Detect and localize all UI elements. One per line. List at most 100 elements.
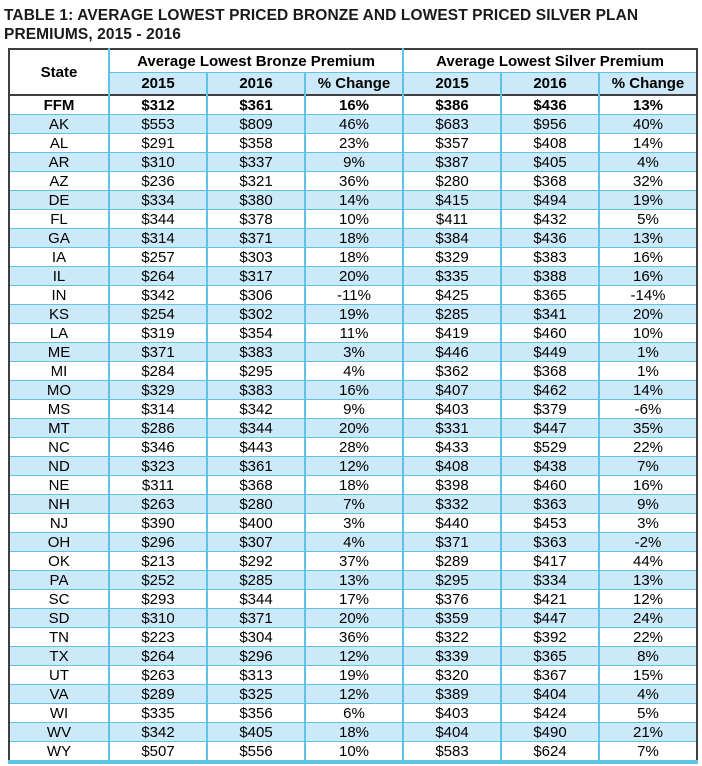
state-cell: NE	[9, 475, 109, 495]
table-row: WV $342 $405 18% $404 $490 21%	[9, 722, 698, 742]
value-cell: $342	[108, 722, 207, 742]
value-cell: $421	[500, 589, 600, 609]
value-cell: $383	[500, 247, 600, 267]
value-cell: $321	[206, 171, 305, 191]
table-row: TN $223 $304 36% $322 $392 22%	[9, 627, 698, 647]
value-cell: 6%	[303, 703, 404, 723]
value-cell: 22%	[598, 627, 698, 647]
value-cell: $436	[500, 228, 600, 248]
value-cell: $384	[402, 228, 502, 248]
value-cell: 16%	[598, 247, 698, 267]
value-cell: $307	[206, 532, 305, 552]
value-cell: $317	[206, 266, 305, 286]
value-cell: -2%	[598, 532, 698, 552]
value-cell: $344	[206, 418, 305, 438]
value-cell: 14%	[598, 133, 698, 153]
state-cell: SD	[9, 608, 109, 628]
value-cell: $334	[500, 570, 600, 590]
table-row: IA $257 $303 18% $329 $383 16%	[9, 247, 698, 267]
value-cell: 36%	[303, 627, 404, 647]
value-cell: 12%	[598, 589, 698, 609]
state-cell: MI	[9, 361, 109, 381]
group-header-row: State Average Lowest Bronze Premium Aver…	[9, 49, 698, 95]
state-cell: GA	[9, 228, 109, 248]
value-cell: 18%	[303, 247, 404, 267]
premiums-table: State Average Lowest Bronze Premium Aver…	[8, 48, 699, 764]
value-cell: $371	[402, 532, 502, 552]
state-cell: MS	[9, 399, 109, 419]
value-cell: 9%	[303, 399, 404, 419]
value-cell: 7%	[598, 456, 698, 476]
value-cell: 13%	[598, 228, 698, 248]
value-cell: $344	[206, 589, 305, 609]
table-header: State Average Lowest Bronze Premium Aver…	[9, 49, 698, 95]
value-cell: $286	[108, 418, 207, 438]
value-cell: 4%	[303, 532, 404, 552]
value-cell: $367	[500, 665, 600, 685]
value-cell: $342	[108, 285, 207, 305]
table-row: AR $310 $337 9% $387 $405 4%	[9, 152, 698, 172]
group-header-bronze: Average Lowest Bronze Premium	[107, 49, 404, 73]
value-cell: 16%	[598, 475, 698, 495]
value-cell: 17%	[303, 589, 404, 609]
value-cell: $332	[402, 494, 502, 514]
value-cell: 5%	[598, 703, 698, 723]
value-cell: $344	[108, 209, 207, 229]
value-cell: 35%	[598, 418, 698, 438]
value-cell: 12%	[303, 684, 404, 704]
value-cell: $263	[108, 494, 207, 514]
value-cell: $365	[500, 285, 600, 305]
value-cell: 7%	[303, 494, 404, 514]
state-cell: OH	[9, 532, 109, 552]
value-cell: $379	[500, 399, 600, 419]
value-cell: 24%	[598, 608, 698, 628]
table-row: OH $296 $307 4% $371 $363 -2%	[9, 532, 698, 552]
value-cell: $342	[206, 399, 305, 419]
state-cell: LA	[9, 323, 109, 343]
value-cell: $362	[402, 361, 502, 381]
value-cell: $320	[402, 665, 502, 685]
column-header-state: State	[9, 49, 109, 95]
value-cell: 9%	[598, 494, 698, 514]
table-row: NH $263 $280 7% $332 $363 9%	[9, 494, 698, 514]
state-cell: SC	[9, 589, 109, 609]
table-row: ND $323 $361 12% $408 $438 7%	[9, 456, 698, 476]
value-cell: $341	[500, 304, 600, 324]
state-cell: IN	[9, 285, 109, 305]
state-cell: FFM	[9, 94, 109, 115]
value-cell: $380	[206, 190, 305, 210]
column-header-bronze-pct-change: % Change	[303, 72, 404, 95]
value-cell: 28%	[303, 437, 404, 457]
state-cell: IL	[9, 266, 109, 286]
table-row: VA $289 $325 12% $389 $404 4%	[9, 684, 698, 704]
state-cell: VA	[9, 684, 109, 704]
value-cell: $302	[206, 304, 305, 324]
value-cell: 18%	[303, 722, 404, 742]
value-cell: $295	[402, 570, 502, 590]
value-cell: $433	[402, 437, 502, 457]
value-cell: 19%	[303, 665, 404, 685]
value-cell: 46%	[303, 114, 404, 134]
value-cell: $280	[402, 171, 502, 191]
value-cell: $425	[402, 285, 502, 305]
table-row: IL $264 $317 20% $335 $388 16%	[9, 266, 698, 286]
value-cell: $447	[500, 418, 600, 438]
value-cell: 20%	[303, 266, 404, 286]
state-cell: NH	[9, 494, 109, 514]
state-cell: MO	[9, 380, 109, 400]
column-header-bronze-2016: 2016	[206, 72, 305, 95]
value-cell: $319	[108, 323, 207, 343]
value-cell: 20%	[303, 418, 404, 438]
state-cell: ME	[9, 342, 109, 362]
table-row: PA $252 $285 13% $295 $334 13%	[9, 570, 698, 590]
value-cell: $392	[500, 627, 600, 647]
value-cell: $376	[402, 589, 502, 609]
state-cell: AL	[9, 133, 109, 153]
value-cell: $310	[108, 152, 207, 172]
value-cell: $314	[108, 399, 207, 419]
value-cell: 20%	[303, 608, 404, 628]
state-cell: IA	[9, 247, 109, 267]
value-cell: $303	[206, 247, 305, 267]
value-cell: $460	[500, 475, 600, 495]
table-row: MT $286 $344 20% $331 $447 35%	[9, 418, 698, 438]
